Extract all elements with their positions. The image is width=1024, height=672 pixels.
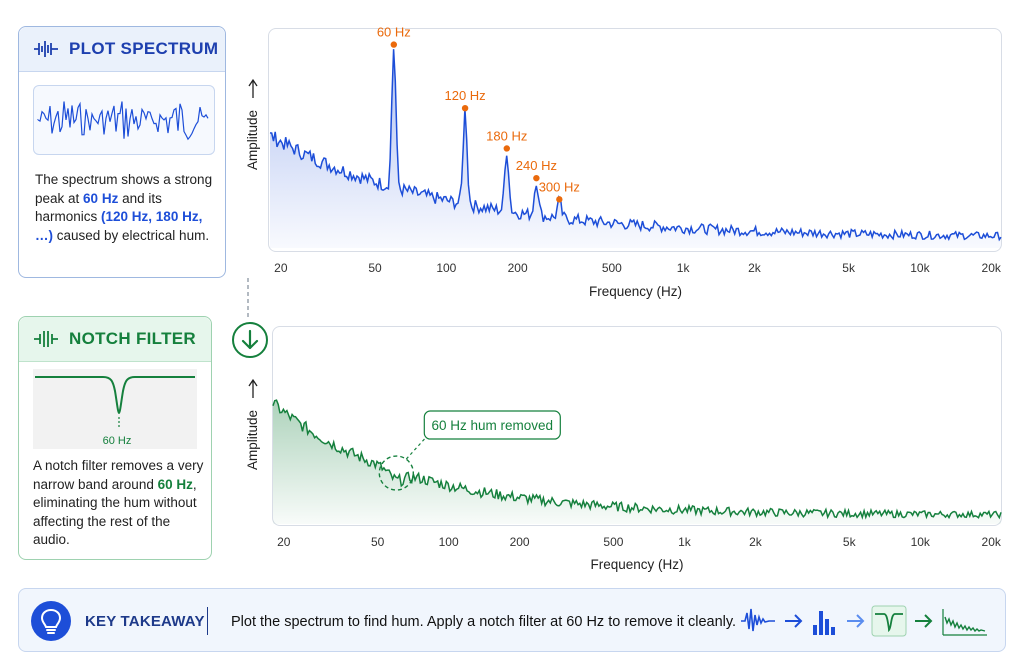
notch-filter-title: NOTCH FILTER (69, 329, 196, 348)
x-tick-label: 20 (277, 535, 291, 549)
x-tick-label: 20 (274, 261, 288, 275)
peak-marker (503, 145, 510, 152)
x-tick-label: 50 (371, 535, 385, 549)
peak-label: 240 Hz (516, 158, 557, 173)
peak-label: 300 Hz (539, 179, 580, 194)
key-takeaway-text: Plot the spectrum to find hum. Apply a n… (231, 614, 737, 630)
removed-region-marker (378, 455, 415, 491)
x-tick-label: 1k (678, 535, 692, 549)
waveform-mini-icon (741, 608, 775, 632)
arrow-right-icon (785, 614, 803, 628)
divider (207, 607, 208, 635)
key-takeaway-bar: KEY TAKEAWAY Plot the spectrum to find h… (18, 588, 1006, 652)
clean-spectrum-mini-icon (942, 609, 987, 636)
x-tick-label: 1k (677, 261, 691, 275)
y-axis-label: Amplitude (245, 110, 260, 170)
filtered-chart: 20 50 100 200 500 1k 2k 5k 10k 20k Frequency (Hz) A… (245, 378, 1002, 572)
notch-filter-header: NOTCH FILTER (19, 317, 211, 362)
annotation-box (423, 410, 561, 440)
waveform-icon (37, 101, 209, 141)
peak-label: 60 Hz (377, 25, 411, 40)
y-axis-arrow (248, 78, 258, 98)
x-tick-label: 20k (982, 261, 1002, 275)
spectrum-area (273, 400, 1001, 524)
peak-marker (533, 174, 540, 182)
notch-filter-icon (34, 331, 58, 347)
x-tick-label: 5k (843, 535, 857, 549)
peak-marker (390, 41, 398, 48)
x-tick-label: 50 (368, 261, 382, 275)
arrow-right-icon (847, 614, 865, 628)
annotation-leader (405, 436, 427, 460)
x-tick-label: 2k (749, 535, 763, 549)
peak-marker (556, 196, 563, 203)
annotation-label: 60 Hz hum removed (432, 418, 554, 433)
plot-spectrum-card: PLOT SPECTRUM The spectrum shows a stron… (18, 26, 226, 278)
spectrum-line (269, 49, 1002, 242)
x-tick-label: 500 (603, 535, 623, 549)
spectrum-icon (34, 41, 58, 57)
lightbulb-icon (31, 601, 71, 641)
x-tick-label: 500 (602, 261, 622, 275)
peak-marker (461, 105, 469, 112)
y-axis-arrow (248, 378, 258, 398)
x-tick-label: 10k (911, 535, 931, 549)
x-tick-label: 2k (748, 261, 762, 275)
x-tick-label: 5k (842, 261, 856, 275)
spectrum-area (270, 49, 1001, 249)
spectrum-line (272, 399, 1002, 520)
peak-label: 180 Hz (486, 128, 527, 143)
x-tick-label: 100 (436, 261, 456, 275)
x-tick-label: 20k (982, 535, 1002, 549)
notch-filter-description: A notch filter removes a very narrow ban… (33, 458, 204, 547)
plot-spectrum-header: PLOT SPECTRUM (19, 27, 225, 72)
x-tick-label: 10k (910, 261, 930, 275)
x-axis-label: Frequency (Hz) (589, 284, 682, 299)
key-takeaway-title: KEY TAKEAWAY (85, 613, 205, 630)
peak-label: 120 Hz (444, 88, 485, 103)
x-tick-label: 200 (510, 535, 530, 549)
arrow-right-icon (915, 614, 933, 628)
x-axis-label: Frequency (Hz) (590, 557, 683, 572)
waveform-thumbnail (33, 85, 215, 155)
spectrum-chart: 20 50 100 200 500 1k 2k 5k 10k 20k Frequency (Hz) A… (245, 25, 1002, 299)
y-axis-label: Amplitude (245, 410, 260, 470)
notch-response-thumbnail: 60 Hz (33, 369, 197, 449)
notch-curve: 60 Hz (35, 376, 195, 447)
notch-filter-card: NOTCH FILTER 60 Hz A notch filter remove… (18, 316, 212, 560)
plot-spectrum-description: The spectrum shows a strong peak at 60 H… (35, 172, 213, 243)
plot-spectrum-title: PLOT SPECTRUM (69, 39, 219, 58)
bar-chart-mini-icon (813, 611, 835, 635)
notch-label: 60 Hz (103, 435, 132, 447)
flow-connector (232, 278, 268, 358)
x-tick-label: 200 (508, 261, 528, 275)
notch-mini-icon (871, 605, 907, 637)
x-tick-label: 100 (439, 535, 459, 549)
